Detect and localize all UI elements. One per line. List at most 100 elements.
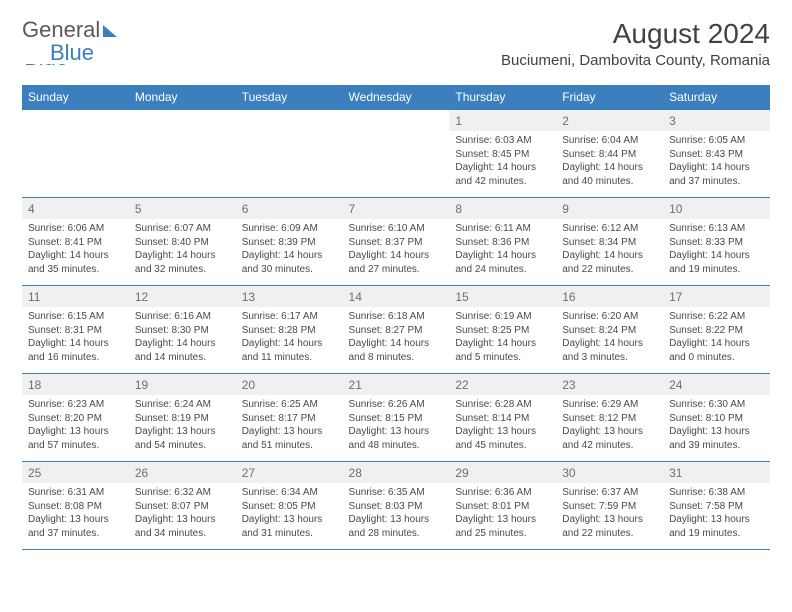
calendar-week-row: 1Sunrise: 6:03 AMSunset: 8:45 PMDaylight… bbox=[22, 110, 770, 198]
day-data: Sunrise: 6:25 AMSunset: 8:17 PMDaylight:… bbox=[236, 395, 343, 456]
sunrise-text: Sunrise: 6:13 AM bbox=[669, 222, 764, 236]
daylight-text: Daylight: 13 hours and 25 minutes. bbox=[455, 513, 550, 540]
sunrise-text: Sunrise: 6:04 AM bbox=[562, 134, 657, 148]
daylight-text: Daylight: 14 hours and 11 minutes. bbox=[242, 337, 337, 364]
day-data: Sunrise: 6:11 AMSunset: 8:36 PMDaylight:… bbox=[449, 219, 556, 280]
calendar-week-row: 11 Sunrise: 6:15 AMSunset: 8:31 PM Dayligh… bbox=[22, 286, 770, 374]
day-data: Sunrise: 6:16 AMSunset: 8:30 PMDaylight:… bbox=[129, 307, 236, 368]
sunrise-text: Sunrise: 6:26 AM bbox=[349, 398, 444, 412]
day-data: Sunrise: 6:28 AMSunset: 8:14 PMDaylight:… bbox=[449, 395, 556, 456]
sunset-text: Sunset: 8:37 PM bbox=[349, 236, 444, 250]
day-data: Sunrise: 6:34 AMSunset: 8:05 PMDaylight:… bbox=[236, 483, 343, 544]
sunrise-text: Sunrise: 6:30 AM bbox=[669, 398, 764, 412]
day-data: Sunrise: 6:32 AMSunset: 8:07 PMDaylight:… bbox=[129, 483, 236, 544]
sunrise-text: Sunrise: 6:29 AM bbox=[562, 398, 657, 412]
daylight-text: Daylight: 14 hours and 24 minutes. bbox=[455, 249, 550, 276]
sunrise-text: Sunrise: 6:05 AM bbox=[669, 134, 764, 148]
daylight-text: Daylight: 13 hours and 51 minutes. bbox=[242, 425, 337, 452]
sunrise-text: Sunrise: 6:32 AM bbox=[135, 486, 230, 500]
day-data: Sunrise: 6:20 AMSunset: 8:24 PMDaylight:… bbox=[556, 307, 663, 368]
daylight-text: Daylight: 14 hours and 22 minutes. bbox=[562, 249, 657, 276]
day-number: 30 bbox=[556, 462, 663, 483]
sunset-text: Sunset: 8:01 PM bbox=[455, 500, 550, 514]
daylight-text: Daylight: 14 hours and 40 minutes. bbox=[562, 161, 657, 188]
daylight-text: Daylight: 13 hours and 31 minutes. bbox=[242, 513, 337, 540]
day-data: Sunrise: 6:12 AMSunset: 8:34 PMDaylight:… bbox=[556, 219, 663, 280]
day-data: Sunrise: 6:17 AMSunset: 8:28 PMDaylight:… bbox=[236, 307, 343, 368]
sail-icon bbox=[103, 25, 117, 37]
logo-line2: Blue bbox=[50, 41, 117, 64]
calendar-day-cell: 30Sunrise: 6:37 AMSunset: 7:59 PMDayligh… bbox=[556, 462, 663, 550]
calendar-table: Sunday Monday Tuesday Wednesday Thursday… bbox=[22, 85, 770, 550]
sunrise-text: Sunrise: 6:23 AM bbox=[28, 398, 123, 412]
day-number: 13 bbox=[236, 286, 343, 307]
sunset-text: Sunset: 8:15 PM bbox=[349, 412, 444, 426]
sunrise-text: Sunrise: 6:28 AM bbox=[455, 398, 550, 412]
location-subtitle: Buciumeni, Dambovita County, Romania bbox=[501, 52, 770, 69]
calendar-day-cell bbox=[236, 110, 343, 198]
calendar-day-cell: 23Sunrise: 6:29 AMSunset: 8:12 PMDayligh… bbox=[556, 374, 663, 462]
day-data: Sunrise: 6:36 AMSunset: 8:01 PMDaylight:… bbox=[449, 483, 556, 544]
day-data: Sunrise: 6:22 AMSunset: 8:22 PMDaylight:… bbox=[663, 307, 770, 368]
sunrise-text: Sunrise: 6:18 AM bbox=[349, 310, 444, 324]
sunset-text: Sunset: 8:22 PM bbox=[669, 324, 764, 338]
day-data: Sunrise: 6:37 AMSunset: 7:59 PMDaylight:… bbox=[556, 483, 663, 544]
sunrise-text: Sunrise: 6:31 AM bbox=[28, 486, 123, 500]
day-number: 3 bbox=[663, 110, 770, 131]
day-number: 6 bbox=[236, 198, 343, 219]
sunset-text: Sunset: 7:59 PM bbox=[562, 500, 657, 514]
daylight-text: Daylight: 13 hours and 22 minutes. bbox=[562, 513, 657, 540]
calendar-day-cell: 13Sunrise: 6:17 AMSunset: 8:28 PMDayligh… bbox=[236, 286, 343, 374]
calendar-day-cell: 8Sunrise: 6:11 AMSunset: 8:36 PMDaylight… bbox=[449, 198, 556, 286]
calendar-day-cell: 21Sunrise: 6:26 AMSunset: 8:15 PMDayligh… bbox=[343, 374, 450, 462]
sunrise-text: Sunrise: 6:15 AM bbox=[28, 310, 123, 324]
calendar-day-cell: 20Sunrise: 6:25 AMSunset: 8:17 PMDayligh… bbox=[236, 374, 343, 462]
day-data: Sunrise: 6:07 AMSunset: 8:40 PMDaylight:… bbox=[129, 219, 236, 280]
day-data: Sunrise: 6:06 AMSunset: 8:41 PMDaylight:… bbox=[22, 219, 129, 280]
daylight-text: Daylight: 13 hours and 37 minutes. bbox=[28, 513, 123, 540]
sunrise-text: Sunrise: 6:16 AM bbox=[135, 310, 230, 324]
calendar-week-row: 4Sunrise: 6:06 AMSunset: 8:41 PMDaylight… bbox=[22, 198, 770, 286]
calendar-day-cell bbox=[129, 110, 236, 198]
day-number: 4 bbox=[22, 198, 129, 219]
calendar-day-cell: 18Sunrise: 6:23 AMSunset: 8:20 PMDayligh… bbox=[22, 374, 129, 462]
day-data: Sunrise: 6:09 AMSunset: 8:39 PMDaylight:… bbox=[236, 219, 343, 280]
day-data: Sunrise: 6:04 AMSunset: 8:44 PMDaylight:… bbox=[556, 131, 663, 192]
daylight-text: Daylight: 14 hours and 0 minutes. bbox=[669, 337, 764, 364]
sunrise-text: Sunrise: 6:25 AM bbox=[242, 398, 337, 412]
calendar-day-cell bbox=[22, 110, 129, 198]
sunset-text: Sunset: 8:36 PM bbox=[455, 236, 550, 250]
day-number: 25 bbox=[22, 462, 129, 483]
daylight-text: Daylight: 13 hours and 34 minutes. bbox=[135, 513, 230, 540]
day-number: 19 bbox=[129, 374, 236, 395]
sunrise-text: Sunrise: 6:12 AM bbox=[562, 222, 657, 236]
calendar-day-cell: 12Sunrise: 6:16 AMSunset: 8:30 PMDayligh… bbox=[129, 286, 236, 374]
weekday-header: Friday bbox=[556, 85, 663, 110]
sunset-text: Sunset: 8:34 PM bbox=[562, 236, 657, 250]
sunset-text: Sunset: 8:41 PM bbox=[28, 236, 123, 250]
day-number: 29 bbox=[449, 462, 556, 483]
sunrise-text: Sunrise: 6:22 AM bbox=[669, 310, 764, 324]
sunset-text: Sunset: 8:03 PM bbox=[349, 500, 444, 514]
day-data: Sunrise: 6:35 AMSunset: 8:03 PMDaylight:… bbox=[343, 483, 450, 544]
day-number: 28 bbox=[343, 462, 450, 483]
sunset-text: Sunset: 8:43 PM bbox=[669, 148, 764, 162]
sunrise-text: Sunrise: 6:37 AM bbox=[562, 486, 657, 500]
sunset-text: Sunset: 8:12 PM bbox=[562, 412, 657, 426]
sunrise-text: Sunrise: 6:20 AM bbox=[562, 310, 657, 324]
daylight-text: Daylight: 14 hours and 8 minutes. bbox=[349, 337, 444, 364]
sunrise-text: Sunrise: 6:10 AM bbox=[349, 222, 444, 236]
calendar-day-cell: 16Sunrise: 6:20 AMSunset: 8:24 PMDayligh… bbox=[556, 286, 663, 374]
sunset-text: Sunset: 8:07 PM bbox=[135, 500, 230, 514]
daylight-text: Daylight: 13 hours and 54 minutes. bbox=[135, 425, 230, 452]
weekday-header: Thursday bbox=[449, 85, 556, 110]
calendar-day-cell: 7Sunrise: 6:10 AMSunset: 8:37 PMDaylight… bbox=[343, 198, 450, 286]
sunrise-text: Sunrise: 6:24 AM bbox=[135, 398, 230, 412]
day-data: Sunrise: 6:31 AMSunset: 8:08 PMDaylight:… bbox=[22, 483, 129, 544]
day-number: 11 bbox=[22, 286, 129, 307]
sunset-text: Sunset: 8:31 PM bbox=[28, 324, 123, 338]
daylight-text: Daylight: 13 hours and 45 minutes. bbox=[455, 425, 550, 452]
sunset-text: Sunset: 8:28 PM bbox=[242, 324, 337, 338]
day-data: Sunrise: 6:26 AMSunset: 8:15 PMDaylight:… bbox=[343, 395, 450, 456]
calendar-day-cell: 9Sunrise: 6:12 AMSunset: 8:34 PMDaylight… bbox=[556, 198, 663, 286]
